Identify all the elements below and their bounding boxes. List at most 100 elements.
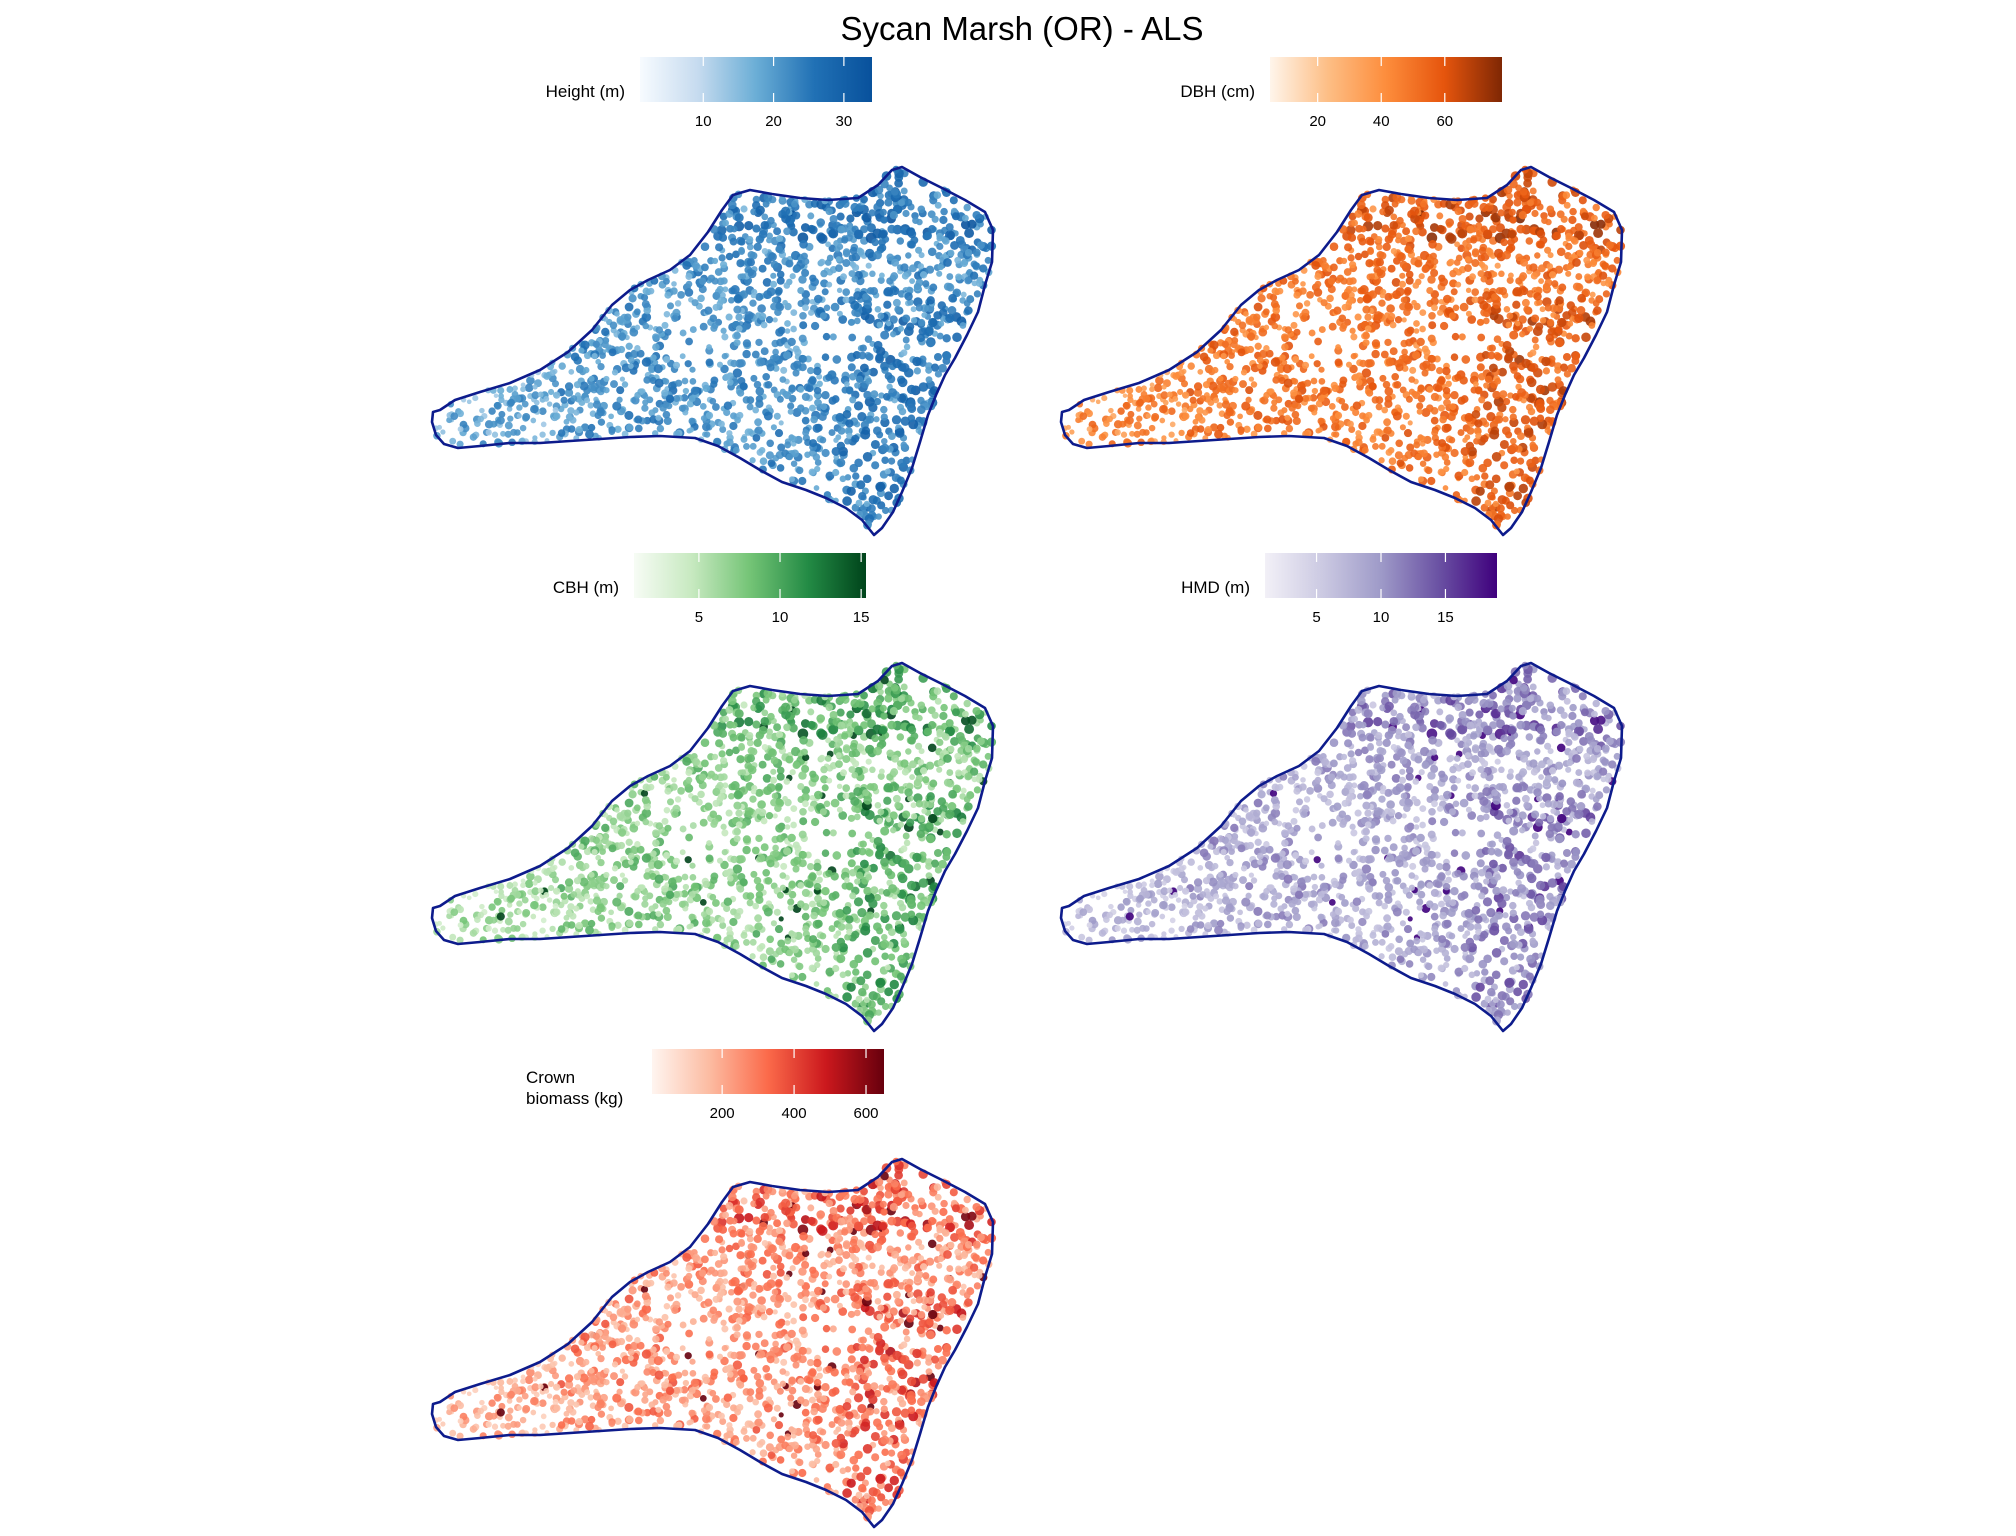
tree-point	[821, 391, 830, 400]
tree-point	[1145, 404, 1152, 411]
tree-point	[825, 869, 833, 878]
tree-point	[1135, 386, 1143, 393]
legend-tick-label: 5	[695, 609, 703, 626]
tree-point	[1455, 281, 1462, 288]
legend-title: Height (m)	[546, 82, 625, 101]
tree-point	[608, 348, 617, 357]
tree-point	[1507, 272, 1514, 279]
legend-colorbar	[640, 57, 872, 102]
tree-point	[730, 359, 738, 368]
tree-point	[792, 265, 801, 273]
tree-point	[1512, 300, 1521, 309]
tree-point	[516, 404, 523, 411]
tree-point	[1381, 224, 1390, 233]
tree-point	[746, 235, 754, 244]
tree-point	[810, 911, 818, 920]
tree-point	[1487, 351, 1496, 360]
tree-point	[474, 420, 481, 428]
tree-point	[884, 694, 893, 703]
tree-point	[975, 280, 983, 287]
tree-point	[917, 396, 925, 405]
tree-point	[1487, 492, 1496, 501]
tree-point	[763, 193, 773, 202]
tree-point	[894, 428, 905, 438]
tree-point	[906, 880, 917, 891]
tree-point	[663, 851, 671, 860]
tree-point	[902, 810, 911, 819]
tree-point	[842, 259, 851, 267]
tree-point	[1416, 337, 1425, 347]
tree-point	[767, 216, 775, 225]
panel-1: Height (m)10 20 30	[430, 57, 997, 537]
tree-point	[934, 201, 942, 209]
tree-point	[1565, 270, 1572, 277]
tree-point	[884, 198, 893, 207]
tree-point	[1103, 420, 1110, 428]
tree-point	[1529, 263, 1538, 272]
tree-point	[933, 848, 943, 858]
tree-point	[663, 310, 671, 318]
tree-point	[1197, 369, 1204, 375]
legend-tick-label: 40	[1373, 113, 1390, 130]
tree-point	[900, 937, 908, 945]
tree-point	[781, 213, 791, 224]
tree-point	[1429, 252, 1437, 260]
tree-point	[1199, 395, 1207, 402]
tree-point	[1292, 310, 1300, 318]
tree-point	[1489, 363, 1498, 373]
tree-point	[936, 270, 943, 277]
tree-point	[1364, 325, 1372, 333]
tree-point	[765, 451, 774, 460]
tree-point	[805, 384, 814, 393]
tree-point	[749, 953, 756, 960]
tree-point	[720, 327, 727, 334]
tree-point	[1539, 306, 1546, 313]
tree-point	[1513, 491, 1523, 501]
tree-point	[1159, 404, 1168, 414]
tree-point	[1589, 291, 1596, 298]
tree-point	[567, 407, 575, 415]
tree-point	[586, 383, 596, 392]
tree-point	[1378, 442, 1386, 450]
tree-point	[679, 825, 687, 833]
tree-point	[823, 304, 831, 312]
tree-point	[1402, 412, 1410, 420]
tree-point	[871, 238, 880, 247]
tree-point	[720, 277, 728, 285]
tree-point	[1428, 321, 1437, 330]
tree-point	[1527, 407, 1536, 416]
tree-point	[859, 344, 867, 352]
tree-point	[858, 492, 867, 501]
tree-point	[1392, 411, 1402, 421]
tree-point	[1481, 264, 1489, 272]
tree-point	[943, 258, 952, 267]
tree-point	[664, 291, 672, 299]
tree-point	[543, 396, 550, 402]
tree-point	[1511, 506, 1519, 515]
tree-point	[1497, 403, 1507, 413]
tree-point	[1538, 278, 1545, 285]
tree-point	[1241, 401, 1251, 411]
tree-point	[1548, 271, 1557, 279]
tree-point	[1416, 408, 1423, 415]
tree-point	[1426, 286, 1434, 295]
tree-point	[691, 299, 699, 307]
tree-point	[836, 954, 846, 963]
tree-point	[818, 412, 827, 421]
tree-point	[617, 345, 626, 354]
tree-point	[1418, 476, 1424, 483]
tree-point	[776, 834, 785, 843]
tree-point	[790, 435, 797, 443]
tree-point	[526, 872, 535, 881]
tree-point	[845, 419, 854, 428]
tree-point	[927, 743, 937, 753]
tree-point	[539, 407, 547, 415]
tree-point	[1381, 406, 1389, 414]
tree-point	[816, 373, 823, 380]
tree-point	[682, 387, 690, 395]
tree-point	[507, 911, 514, 918]
tree-point	[570, 352, 580, 362]
tree-point	[735, 313, 743, 321]
tree-point	[618, 332, 627, 341]
tree-point	[774, 925, 784, 934]
